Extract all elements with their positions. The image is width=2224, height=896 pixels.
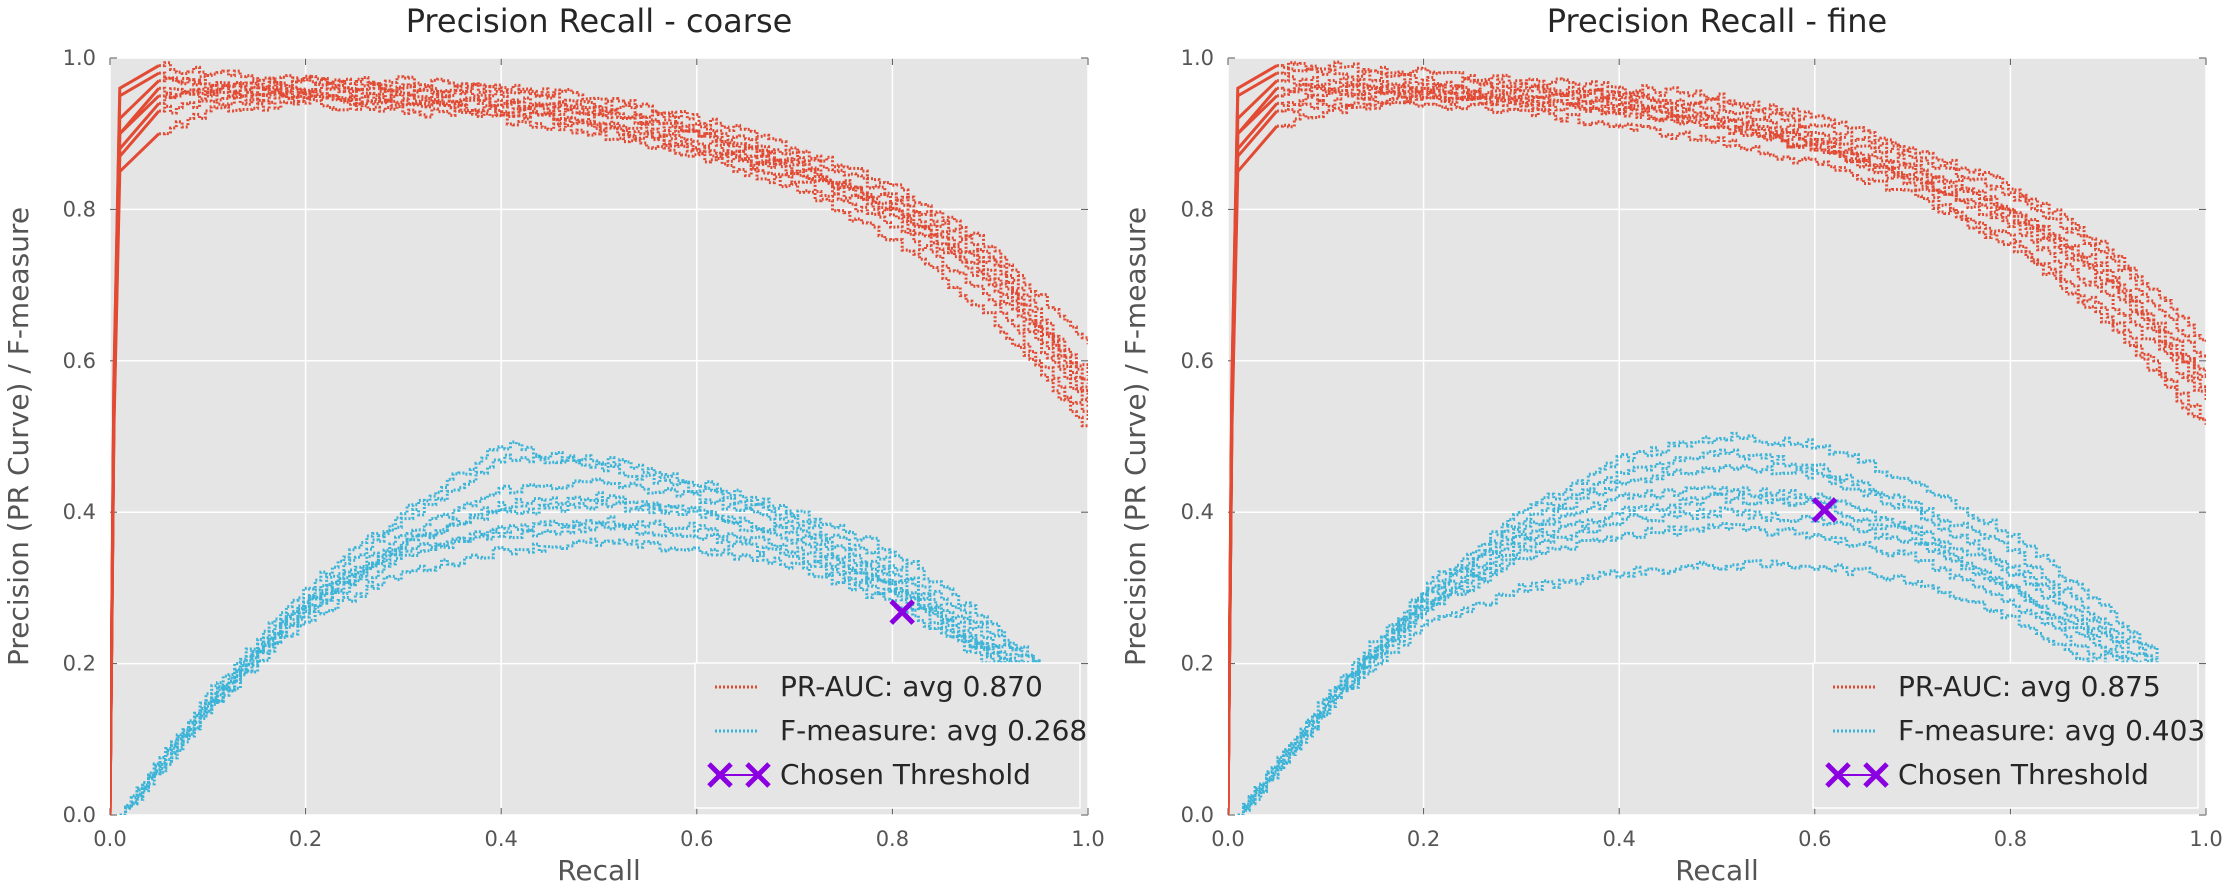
- x-tick-label: 0.8: [1994, 827, 2027, 851]
- legend-entry: F-measure: avg 0.403: [1833, 714, 2205, 747]
- f-measure-curve: [119, 440, 1041, 815]
- x-tick-label: 0.0: [1211, 827, 1244, 851]
- y-tick-label: 0.4: [63, 500, 96, 524]
- y-tick-label: 0.0: [63, 803, 96, 827]
- y-tick-label: 1.0: [1181, 46, 1214, 70]
- chart-title: Precision Recall - fine: [1547, 2, 1887, 40]
- legend-box: [1812, 662, 2199, 809]
- f-measure-curve: [1237, 559, 2159, 815]
- chart-fine: 0.0 0.2 0.4 0.6 0.8 1.0 0.0 0.2 0.4 0.6 0.8 1.0 Prec…: [1119, 2, 2223, 887]
- x-tick-label: 1.0: [1071, 827, 1104, 851]
- y-axis-label: Precision (PR Curve) / F-measure: [2, 207, 35, 666]
- legend-label: F-measure: avg 0.268: [780, 714, 1087, 747]
- y-axis-label: Precision (PR Curve) / F-measure: [1119, 207, 1152, 666]
- f-measure-curve: [119, 477, 1041, 815]
- x-axis-label: Recall: [557, 854, 641, 887]
- y-tick-label: 0.2: [63, 652, 96, 676]
- y-tick-label: 0.0: [1181, 803, 1214, 827]
- pr-curve: [1276, 75, 2206, 358]
- x-tick-label: 0.2: [289, 827, 322, 851]
- x-tick-label: 0.6: [680, 827, 713, 851]
- chart-coarse: 0.0 0.2 0.4 0.6 0.8 1.0 0.0 0.2 0.4 0.6 0.8 1.0 Prec…: [2, 2, 1105, 887]
- f-measure-curve: [119, 537, 1041, 815]
- legend-marker: [1825, 762, 1851, 788]
- x-tick-label: 1.0: [2189, 827, 2222, 851]
- f-measure-curve: [1237, 448, 2159, 815]
- legend-entry: Chosen Threshold: [1825, 758, 2149, 791]
- f-measure-curve: [1237, 464, 2159, 815]
- x-axis-label: Recall: [1675, 854, 1759, 887]
- legend-entry: PR-AUC: avg 0.870: [715, 670, 1043, 703]
- f-measure-curve: [119, 453, 1041, 815]
- y-tick-label: 0.6: [63, 349, 96, 373]
- pr-curve: [1276, 60, 2206, 344]
- x-tick-label: 0.6: [1798, 827, 1831, 851]
- legend-label: Chosen Threshold: [780, 758, 1031, 791]
- y-tick-label: 0.8: [63, 197, 96, 221]
- legend: PR-AUC: avg 0.875 F-measure: avg 0.403 Cho…: [1812, 662, 2205, 809]
- y-tick-label: 0.8: [1181, 197, 1214, 221]
- pr-curve: [158, 90, 1088, 384]
- y-tick-label: 0.6: [1181, 349, 1214, 373]
- pr-curve: [158, 86, 1088, 389]
- pr-curve: [1276, 82, 2206, 402]
- legend-label: Chosen Threshold: [1898, 758, 2149, 791]
- pr-curve: [1276, 100, 2206, 425]
- legend-entry: F-measure: avg 0.268: [715, 714, 1087, 747]
- chart-title: Precision Recall - coarse: [406, 2, 793, 40]
- f-measure-curve: [1237, 485, 2159, 815]
- chosen-threshold-marker: [1811, 497, 1838, 523]
- series-group: [1228, 60, 2206, 815]
- pr-curve: [1276, 67, 2206, 380]
- legend-label: PR-AUC: avg 0.875: [1898, 670, 2161, 703]
- x-tick-label: 0.4: [484, 827, 517, 851]
- f-measure-curve: [119, 521, 1041, 815]
- x-tick-label: 0.4: [1602, 827, 1635, 851]
- legend-entry: Chosen Threshold: [707, 758, 1031, 791]
- legend: PR-AUC: avg 0.870 F-measure: avg 0.268 Cho…: [694, 662, 1087, 809]
- legend-entry: PR-AUC: avg 0.875: [1833, 670, 2161, 703]
- x-tick-label: 0.0: [93, 827, 126, 851]
- legend-label: PR-AUC: avg 0.870: [780, 670, 1043, 703]
- x-tick-label: 0.8: [876, 827, 909, 851]
- legend-marker: [1863, 762, 1889, 788]
- y-tick-label: 1.0: [63, 46, 96, 70]
- pr-curve-start: [110, 110, 161, 815]
- legend-label: F-measure: avg 0.403: [1898, 714, 2205, 747]
- series-group: [110, 61, 1088, 815]
- y-tick-label: 0.4: [1181, 500, 1214, 524]
- legend-marker: [745, 762, 771, 788]
- pr-curve: [158, 75, 1088, 376]
- y-tick-label: 0.2: [1181, 652, 1214, 676]
- f-measure-curve: [1237, 431, 2159, 815]
- pr-curve: [1276, 90, 2206, 376]
- pr-curve: [158, 82, 1088, 400]
- chosen-threshold-marker: [889, 599, 915, 625]
- pr-curve: [158, 61, 1088, 345]
- legend-marker: [707, 762, 733, 788]
- x-tick-label: 0.2: [1407, 827, 1440, 851]
- pr-curve-start: [1228, 110, 1279, 815]
- legend-box: [694, 662, 1081, 809]
